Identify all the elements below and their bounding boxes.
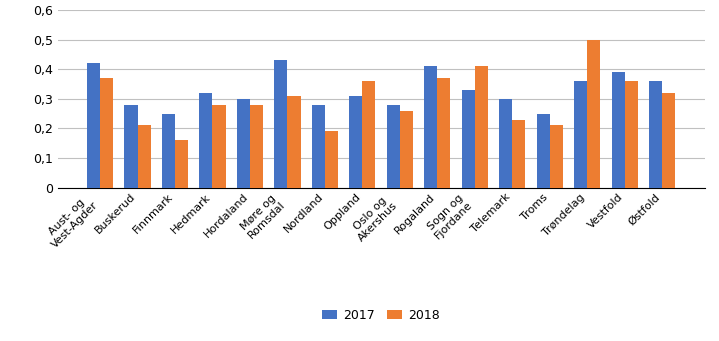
Bar [536, 114, 550, 188]
Bar [387, 105, 400, 188]
Bar [611, 72, 625, 188]
Bar [649, 81, 662, 188]
Bar [362, 81, 375, 188]
Bar [175, 140, 188, 188]
Bar [625, 81, 638, 188]
Bar [137, 125, 151, 188]
Bar [199, 93, 212, 188]
Bar [87, 63, 100, 188]
Bar [475, 66, 488, 188]
Bar [437, 78, 450, 188]
Bar [250, 105, 263, 188]
Bar [100, 78, 113, 188]
Bar [325, 131, 338, 188]
Bar [288, 96, 301, 188]
Bar [499, 99, 512, 188]
Bar [162, 114, 175, 188]
Bar [662, 93, 675, 188]
Bar [212, 105, 226, 188]
Bar [124, 105, 137, 188]
Bar [574, 81, 587, 188]
Bar [424, 66, 437, 188]
Bar [587, 40, 600, 188]
Bar [312, 105, 325, 188]
Bar [400, 111, 413, 188]
Bar [274, 60, 288, 188]
Bar [237, 99, 250, 188]
Legend: 2017, 2018: 2017, 2018 [317, 304, 445, 327]
Bar [349, 96, 362, 188]
Bar [550, 125, 563, 188]
Bar [462, 90, 475, 188]
Bar [512, 120, 526, 188]
